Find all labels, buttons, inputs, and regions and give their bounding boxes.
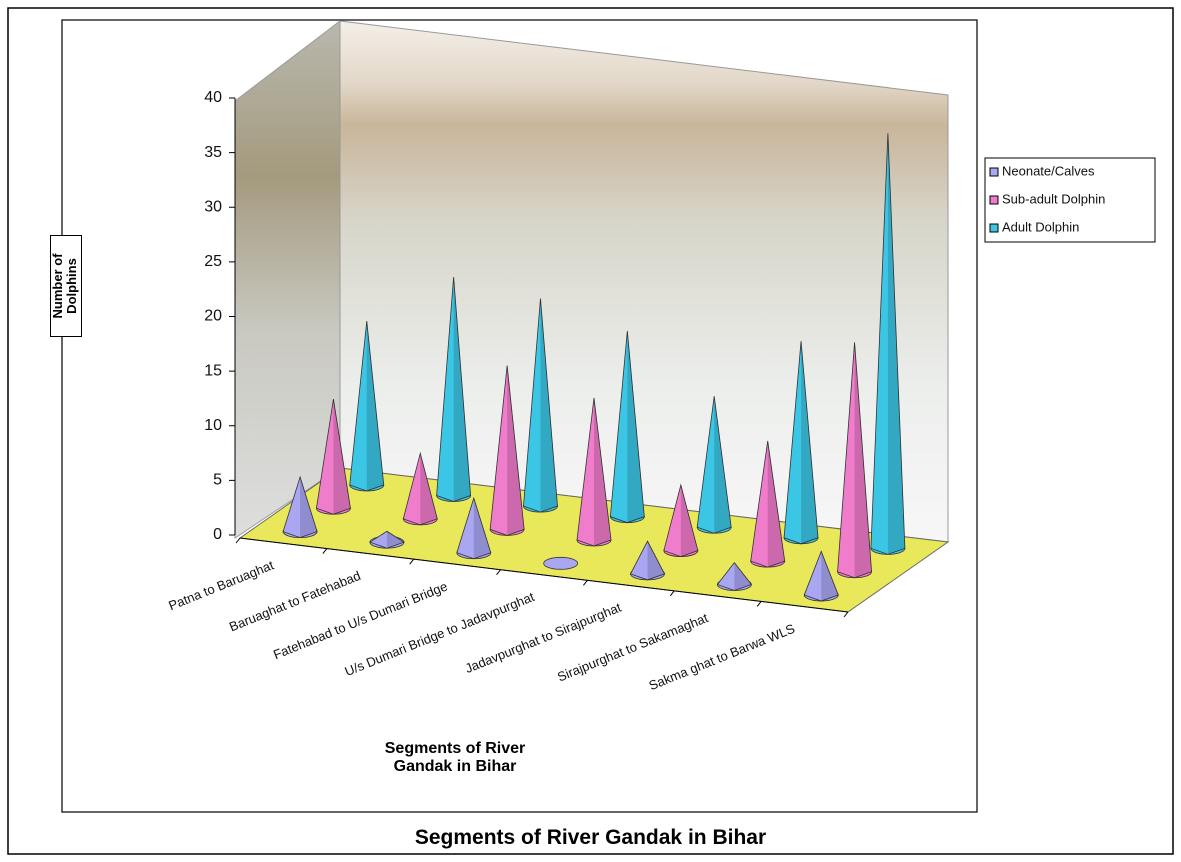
y-tick-label: 25 — [204, 253, 222, 270]
x-tick — [669, 590, 675, 597]
cone — [369, 530, 405, 549]
legend-label: Sub-adult Dolphin — [1002, 191, 1105, 206]
cone — [489, 365, 525, 536]
cone — [315, 398, 351, 515]
y-tick-label: 20 — [204, 308, 222, 325]
cone — [282, 475, 318, 539]
cone — [436, 276, 472, 502]
cone — [523, 298, 558, 513]
y-tick-label: 30 — [204, 198, 222, 215]
x-tick — [756, 601, 762, 607]
x-tick — [583, 579, 588, 586]
outer-frame — [7, 7, 1174, 855]
x-tick — [496, 569, 501, 576]
legend-label: Adult Dolphin — [1002, 219, 1079, 234]
x-tick-label: Patna to Baruaghat — [166, 557, 276, 613]
legend-label: Neonate/Calves — [1002, 163, 1095, 178]
legend-swatch — [989, 167, 999, 177]
y-axis-title: Number of Dolphins — [50, 235, 82, 337]
cone — [803, 550, 839, 602]
chart-title: Segments of River Gandak in Bihar — [414, 826, 767, 849]
cone — [402, 451, 438, 526]
cone — [696, 396, 732, 534]
cone — [750, 440, 786, 568]
legend-box — [984, 157, 1156, 243]
x-axis-line — [239, 537, 849, 613]
cone — [543, 556, 579, 570]
cone — [629, 540, 666, 581]
cone — [783, 341, 819, 545]
plot-frame — [61, 19, 978, 813]
x-tick — [843, 611, 849, 618]
x-tick — [322, 548, 328, 554]
cone — [349, 321, 385, 492]
legend-swatch — [989, 223, 999, 233]
y-tick-label: 40 — [204, 89, 222, 106]
y-tick-label: 15 — [204, 362, 222, 379]
x-tick — [409, 558, 415, 565]
y-tick-label: 35 — [204, 144, 222, 161]
x-axis-title: Segments of River Gandak in Bihar — [384, 740, 526, 775]
cone — [609, 330, 645, 524]
x-tick — [235, 537, 241, 544]
cone — [716, 561, 753, 591]
cone — [456, 496, 492, 560]
cone — [837, 342, 872, 579]
cone — [663, 483, 699, 557]
legend-swatch — [989, 195, 999, 205]
y-tick-label: 5 — [213, 472, 222, 489]
cone — [870, 133, 906, 555]
x-tick-label: U/s Dumari Bridge to Jadavpurghat — [343, 589, 537, 679]
y-tick-label: 0 — [213, 526, 222, 543]
y-tick-label: 10 — [204, 417, 222, 434]
cone — [576, 397, 612, 547]
